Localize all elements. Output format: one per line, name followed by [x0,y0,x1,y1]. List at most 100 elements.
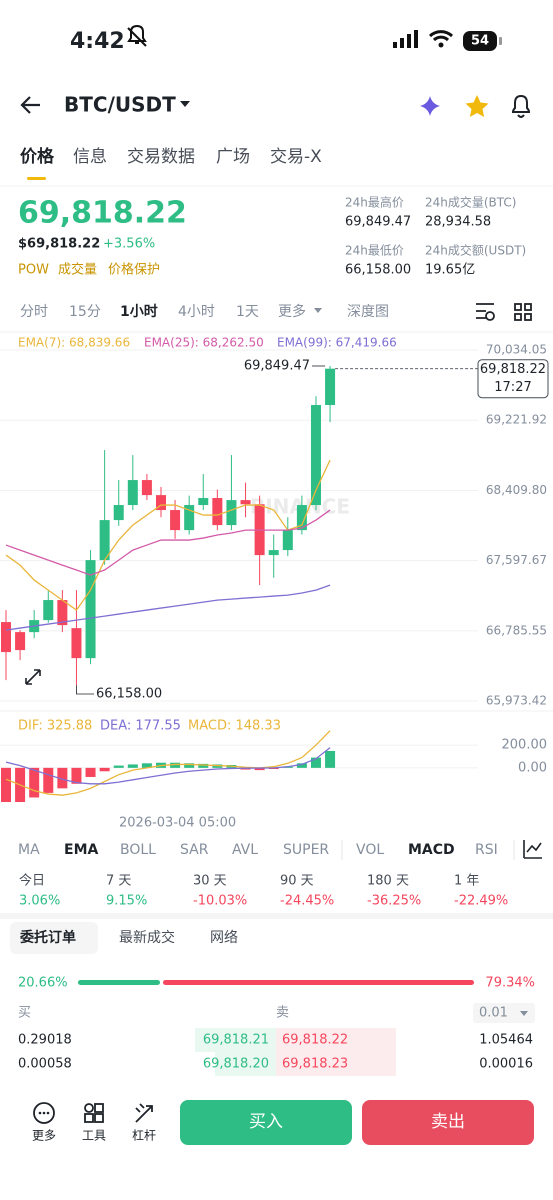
candle-body [170,510,181,531]
perf-label: 90 天 [280,874,314,889]
active-order-tab [10,922,98,954]
candle-body [71,628,82,659]
ema-line [5,509,331,576]
perf-label: 1 年 [454,874,479,889]
margin-button[interactable] [135,1103,153,1123]
candle-body [15,632,26,651]
interval-tab[interactable]: 深度图 [347,304,389,320]
perf-value: -10.03% [193,894,247,909]
interval-tab[interactable]: 15分 [69,304,101,320]
ask-price: 69,818.22 [282,1033,348,1048]
pair-title[interactable]: BTC/USDT [64,93,176,117]
legend-entry: EMA(25): 68,262.50 [144,336,264,350]
interval-tab[interactable]: 更多 [278,303,306,320]
macd-bar [254,767,265,771]
stat-label: 24h最高价 [345,195,404,210]
macd-bar [1,767,11,803]
indicator-tab[interactable]: AVL [232,842,258,858]
indicator-tab[interactable]: VOL [356,842,384,858]
more-button[interactable] [33,1102,55,1124]
macd-line [5,747,331,785]
indicator-settings[interactable] [523,840,542,859]
back-button[interactable] [20,96,40,114]
bid-qty: 0.29018 [18,1033,72,1048]
candle-body [85,560,96,659]
macd-bar [141,763,152,768]
ema-line [5,459,331,611]
tools-button[interactable] [84,1103,104,1123]
macd-bar [43,767,54,793]
sell-label: 卖出 [431,1112,465,1132]
usd-price: $69,818.22 [18,237,100,252]
interval-tab[interactable]: 1小时 [120,303,158,320]
last-price-box [477,359,549,399]
tab-underline [27,177,46,180]
stat-value: 19.65亿 [425,263,475,278]
macd-bar [170,762,181,768]
high-label: 69,849.47 [244,358,310,373]
countdown: 17:27 [494,380,531,395]
tool-label: 工具 [82,1129,106,1143]
candle-body [184,505,195,531]
bid-price: 69,818.20 [203,1057,269,1072]
macd-bar [85,767,96,777]
indicator-tab[interactable]: BOLL [120,842,156,858]
stat-label: 24h成交额(USDT) [425,243,526,258]
price-change: +3.56% [103,237,155,252]
legend-entry: MACD: 148.33 [188,719,281,734]
indicator-tab[interactable]: SUPER [283,842,329,858]
tab[interactable]: 价格 [20,146,55,167]
buy-button[interactable] [180,1100,352,1145]
indicator-tab[interactable]: MACD [408,842,455,858]
precision[interactable]: 0.01 [479,1006,508,1021]
indicator-tab[interactable]: SAR [180,842,209,858]
alert-button[interactable] [511,94,531,118]
candle-body [325,368,336,406]
macd-bar [99,767,110,772]
sell-ratio: 79.34% [485,976,535,991]
interval-tab[interactable]: 4小时 [178,304,215,320]
fullscreen-button[interactable] [25,669,41,685]
tab[interactable]: 广场 [216,147,250,167]
indicator-tab[interactable]: MA [18,842,40,858]
legend-entry: EMA(99): 67,419.66 [277,336,397,350]
interval-tab[interactable]: 分时 [20,304,48,320]
macd-bar [29,767,40,798]
stat-label: 24h成交量(BTC) [425,195,516,210]
candle-body [198,498,209,506]
stat-value: 66,158.00 [345,263,411,278]
pair-dropdown[interactable] [180,101,190,107]
buy-label: 买入 [249,1112,283,1132]
tab[interactable]: 交易-X [270,147,322,167]
macd-bar [198,763,209,768]
macd-bar [71,767,82,784]
sell-button[interactable] [362,1100,534,1145]
order-tab[interactable]: 最新成交 [119,929,175,946]
order-tab[interactable]: 委托订单 [19,929,76,946]
candle-body [212,498,223,526]
perf-label: 180 天 [367,874,409,889]
stat-value: 69,849.47 [345,215,411,230]
status-time: 4:42 [70,29,125,54]
favorite-button[interactable] [465,95,489,117]
sell-ratio-bar [163,980,474,985]
chart-settings[interactable] [476,303,494,319]
interval-tab[interactable]: 1天 [236,304,259,320]
bid-price: 69,818.21 [203,1033,269,1048]
perf-value: 3.06% [19,894,60,909]
tab[interactable]: 交易数据 [127,147,195,167]
ai-button[interactable] [420,96,440,116]
low-label: 66,158.00 [96,687,162,702]
ask-qty: 0.00016 [479,1057,533,1072]
layout-button[interactable] [514,303,532,321]
y-tick-label: 67,597.67 [486,553,547,567]
low-pointer [76,685,94,695]
tab[interactable]: 信息 [73,147,107,167]
indicator-tab[interactable]: RSI [475,842,498,858]
macd-bar [296,763,307,768]
macd-line [5,730,331,796]
order-tab[interactable]: 网络 [210,930,238,946]
perf-value: -36.25% [367,894,421,909]
price-tag: 成交量 [58,262,97,278]
indicator-tab[interactable]: EMA [64,842,98,858]
